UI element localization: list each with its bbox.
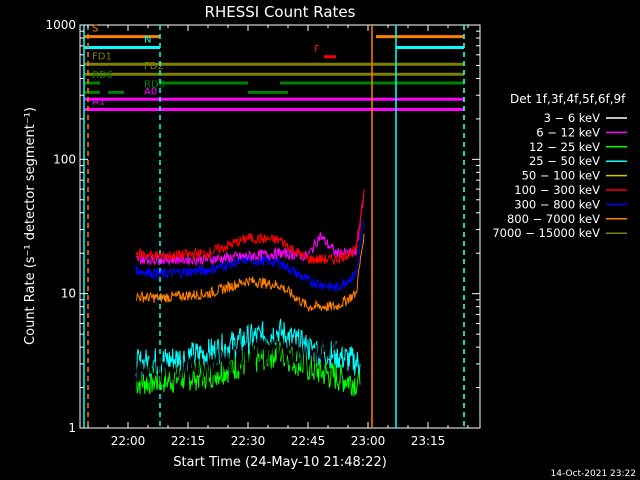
legend-label: 3 − 6 keV <box>544 111 601 125</box>
x-tick-label: 22:30 <box>231 434 266 448</box>
x-tick-label: 23:00 <box>351 434 386 448</box>
y-axis-label: Count Rate (s⁻¹ detector segment⁻¹) <box>23 107 38 345</box>
series-line <box>135 184 365 385</box>
flag-bars: S N FD1 FD2 RD6 RD6 F A0 A1 <box>84 24 464 111</box>
series-line <box>135 189 365 266</box>
flag-label: A0 <box>144 86 157 97</box>
flag-label: N <box>144 34 151 45</box>
y-tick-label: 1000 <box>45 18 76 32</box>
flag-label: A1 <box>92 96 105 107</box>
flag-label: FD2 <box>144 61 164 72</box>
legend-label: 6 − 12 keV <box>536 125 600 139</box>
x-tick-label: 23:15 <box>411 434 446 448</box>
legend-label: 25 − 50 keV <box>529 154 600 168</box>
series-line <box>135 220 365 293</box>
plot-frame <box>79 24 481 429</box>
legend-label: 100 − 300 keV <box>514 183 600 197</box>
legend-label: 50 − 100 keV <box>522 169 601 183</box>
x-tick-label: 22:00 <box>111 434 146 448</box>
flag-label: RD6 <box>92 70 113 81</box>
y-tick-label: 100 <box>53 152 76 166</box>
legend-title: Det 1f,3f,4f,5f,6f,9f <box>510 92 626 106</box>
y-tick-label: 1 <box>68 421 76 435</box>
legend-label: 300 − 800 keV <box>514 197 600 211</box>
x-tick-label: 22:15 <box>171 434 206 448</box>
vertical-markers <box>83 25 465 428</box>
flag-label: F <box>314 44 320 55</box>
chart-title: RHESSI Count Rates <box>205 3 356 21</box>
flag-label: FD1 <box>92 51 112 62</box>
x-axis-label: Start Time (24-May-10 21:48:22) <box>173 455 387 470</box>
x-tick-label: 22:45 <box>291 434 326 448</box>
flag-label: S <box>92 24 98 35</box>
legend-label: 800 − 7000 keV <box>507 212 600 226</box>
y-tick-label: 10 <box>61 287 76 301</box>
axis-ticks: 22:00 22:15 22:30 22:45 23:00 23:15 1 10 100 1000 <box>45 18 480 448</box>
legend-label: 12 − 25 keV <box>529 140 600 154</box>
legend-label: 7000 − 15000 keV <box>492 226 600 240</box>
flag-label: RD6 <box>144 79 165 90</box>
series-layer <box>135 184 365 397</box>
footer-timestamp: 14-Oct-2021 23:22 <box>551 469 636 479</box>
series-line <box>135 233 365 313</box>
